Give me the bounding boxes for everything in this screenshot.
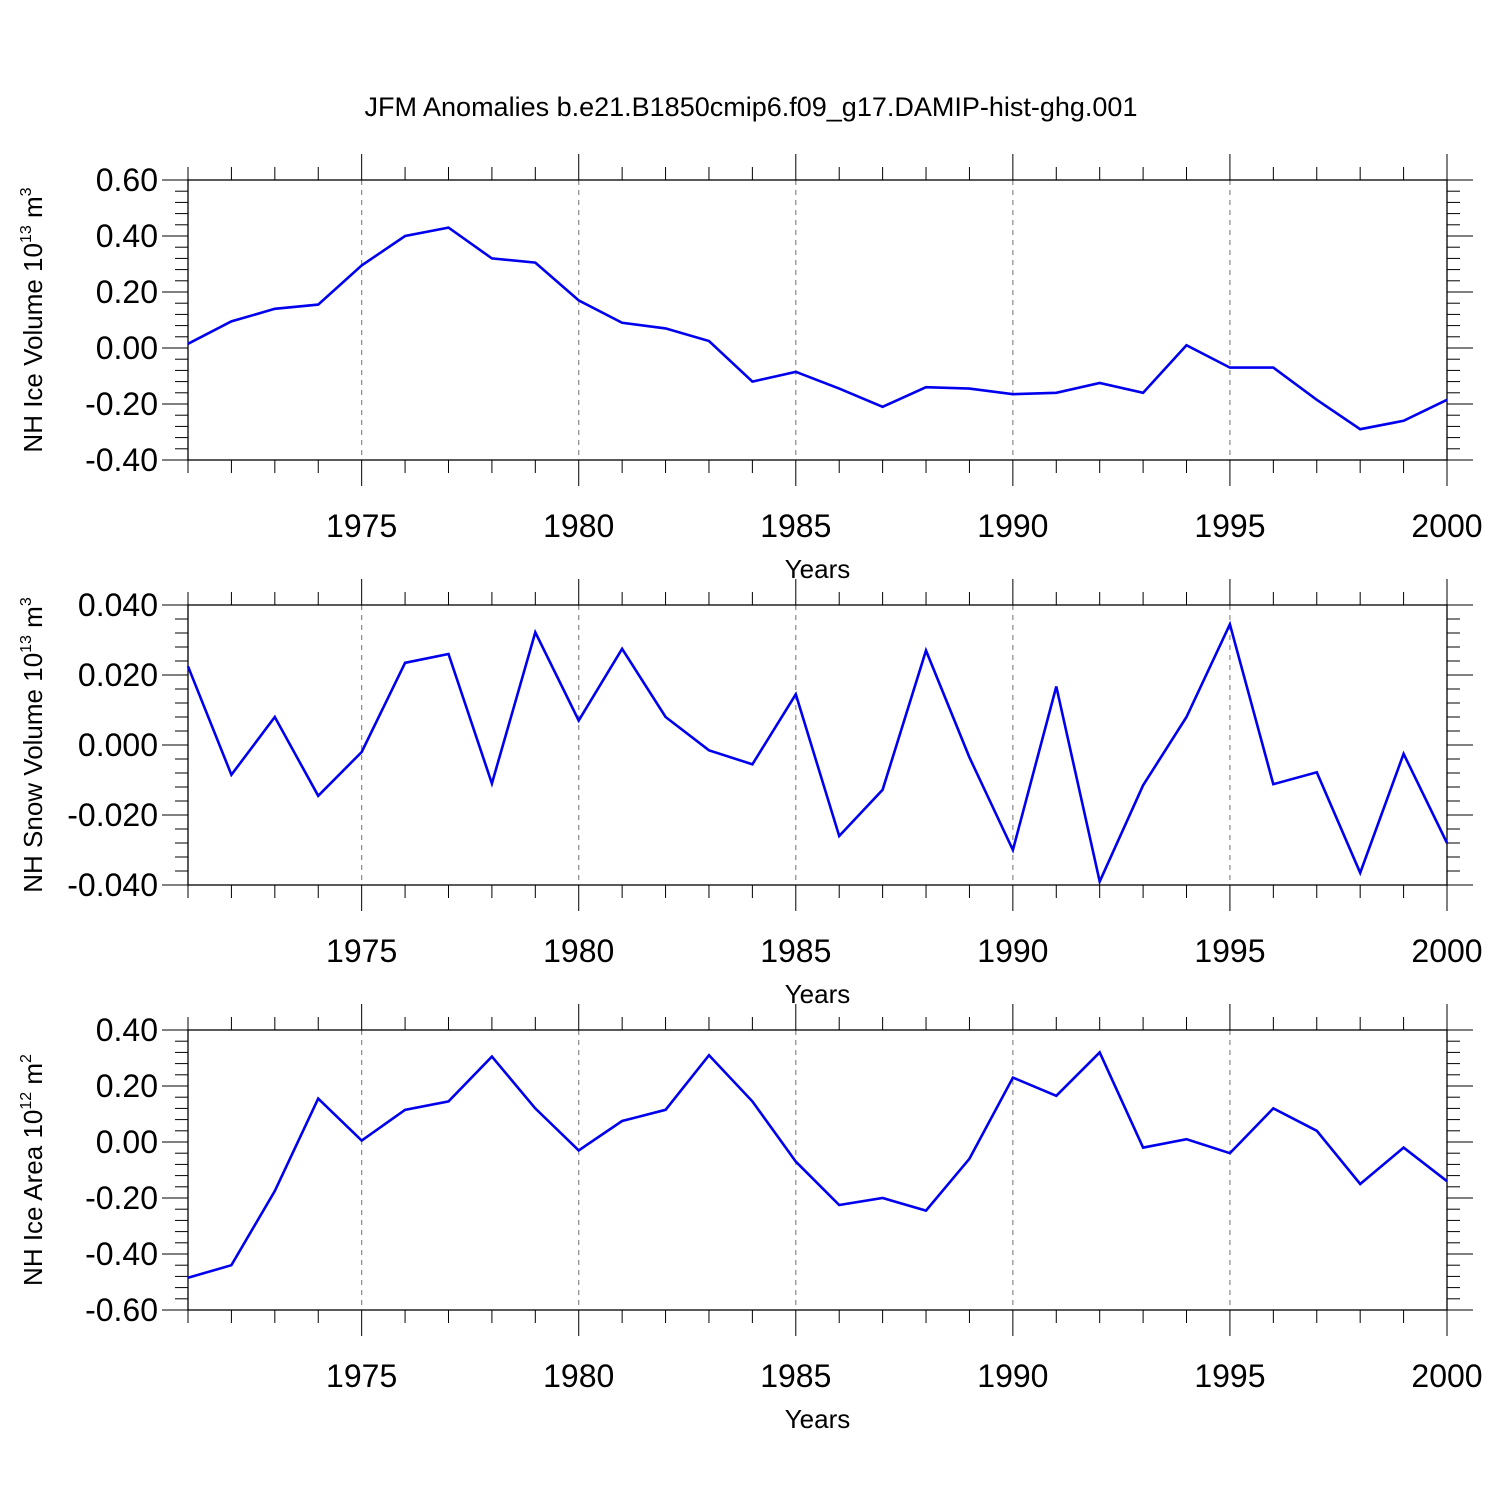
y-axis-title: NH Ice Volume 1013 m3 (18, 187, 48, 452)
x-tick-label: 1985 (760, 508, 831, 544)
y-tick-label: 0.000 (78, 727, 158, 763)
x-tick-label: 1975 (326, 933, 397, 969)
y-tick-label: 0.40 (96, 218, 158, 254)
x-tick-label: 1990 (977, 933, 1048, 969)
y-axis-title-text: NH Ice Volume 10 (18, 243, 48, 453)
y-tick-label: 0.00 (96, 330, 158, 366)
figure-title: JFM Anomalies b.e21.B1850cmip6.f09_g17.D… (365, 92, 1138, 122)
x-tick-label: 1980 (543, 1358, 614, 1394)
x-tick-label: 1990 (977, 508, 1048, 544)
y-tick-label: 0.00 (96, 1124, 158, 1160)
y-axis-title-exponent: 13 (18, 635, 35, 653)
plot-frame (187, 179, 1448, 461)
panel-1: -0.40 -0.20 0.00 0.20 0.40 0.60 1975 1980 1985 19… (18, 154, 1483, 584)
y-axis-title-unit: m (18, 606, 48, 635)
y-tick-label: -0.20 (85, 1180, 158, 1216)
x-tick-label: 1985 (760, 933, 831, 969)
x-tick-label: 1980 (543, 933, 614, 969)
x-tick-label: 1990 (977, 1358, 1048, 1394)
y-axis-title-unit-exponent: 2 (18, 1054, 35, 1063)
y-axis-title-exponent: 12 (18, 1092, 35, 1110)
series-line (187, 1050, 1448, 1280)
y-axis-title-exponent: 13 (18, 225, 35, 243)
y-axis-title-text: NH Ice Area 10 (18, 1110, 48, 1286)
x-tick-label: 1975 (326, 508, 397, 544)
series-line (187, 226, 1448, 431)
y-tick-label: -0.20 (85, 386, 158, 422)
y-tick-label: 0.040 (78, 587, 158, 623)
plot-frame (187, 1029, 1448, 1311)
y-tick-label: 0.020 (78, 657, 158, 693)
y-axis-title-unit: m (18, 196, 48, 225)
y-tick-label: 0.20 (96, 274, 158, 310)
x-tick-label: 1995 (1194, 933, 1265, 969)
y-tick-label: -0.40 (85, 1236, 158, 1272)
panels-group: -0.40 -0.20 0.00 0.20 0.40 0.60 1975 1980 1985 19… (18, 154, 1483, 1434)
x-tick-label: 1985 (760, 1358, 831, 1394)
x-tick-label: 1995 (1194, 1358, 1265, 1394)
x-tick-label: 1975 (326, 1358, 397, 1394)
y-tick-label: -0.020 (67, 797, 158, 833)
x-tick-label: 2000 (1411, 508, 1482, 544)
y-axis-title: NH Snow Volume 1013 m3 (18, 597, 48, 893)
y-tick-label: 0.60 (96, 162, 158, 198)
panel-2: -0.040 -0.020 0.000 0.020 0.040 1975 1980 1985 1… (18, 579, 1483, 1009)
y-axis-title-text: NH Snow Volume 10 (18, 653, 48, 893)
x-tick-label: 1995 (1194, 508, 1265, 544)
y-tick-label: -0.40 (85, 442, 158, 478)
x-axis-title: Years (785, 1404, 851, 1434)
y-axis-title-unit-exponent: 3 (18, 187, 35, 196)
y-tick-label: 0.40 (96, 1012, 158, 1048)
y-axis-title: NH Ice Area 1012 m2 (18, 1054, 48, 1286)
x-axis-title: Years (785, 979, 851, 1009)
x-axis-title: Years (785, 554, 851, 584)
y-axis-title-unit-exponent: 3 (18, 597, 35, 606)
y-tick-label: -0.60 (85, 1292, 158, 1328)
plot-frame (187, 604, 1448, 886)
x-tick-label: 1980 (543, 508, 614, 544)
x-tick-label: 2000 (1411, 1358, 1482, 1394)
x-tick-label: 2000 (1411, 933, 1482, 969)
panel-3: -0.60 -0.40 -0.20 0.00 0.20 0.40 1975 1980 1985 1… (18, 1004, 1483, 1434)
y-tick-label: 0.20 (96, 1068, 158, 1104)
y-tick-label: -0.040 (67, 867, 158, 903)
y-axis-title-unit: m (18, 1063, 48, 1092)
series-line (186, 620, 1449, 886)
